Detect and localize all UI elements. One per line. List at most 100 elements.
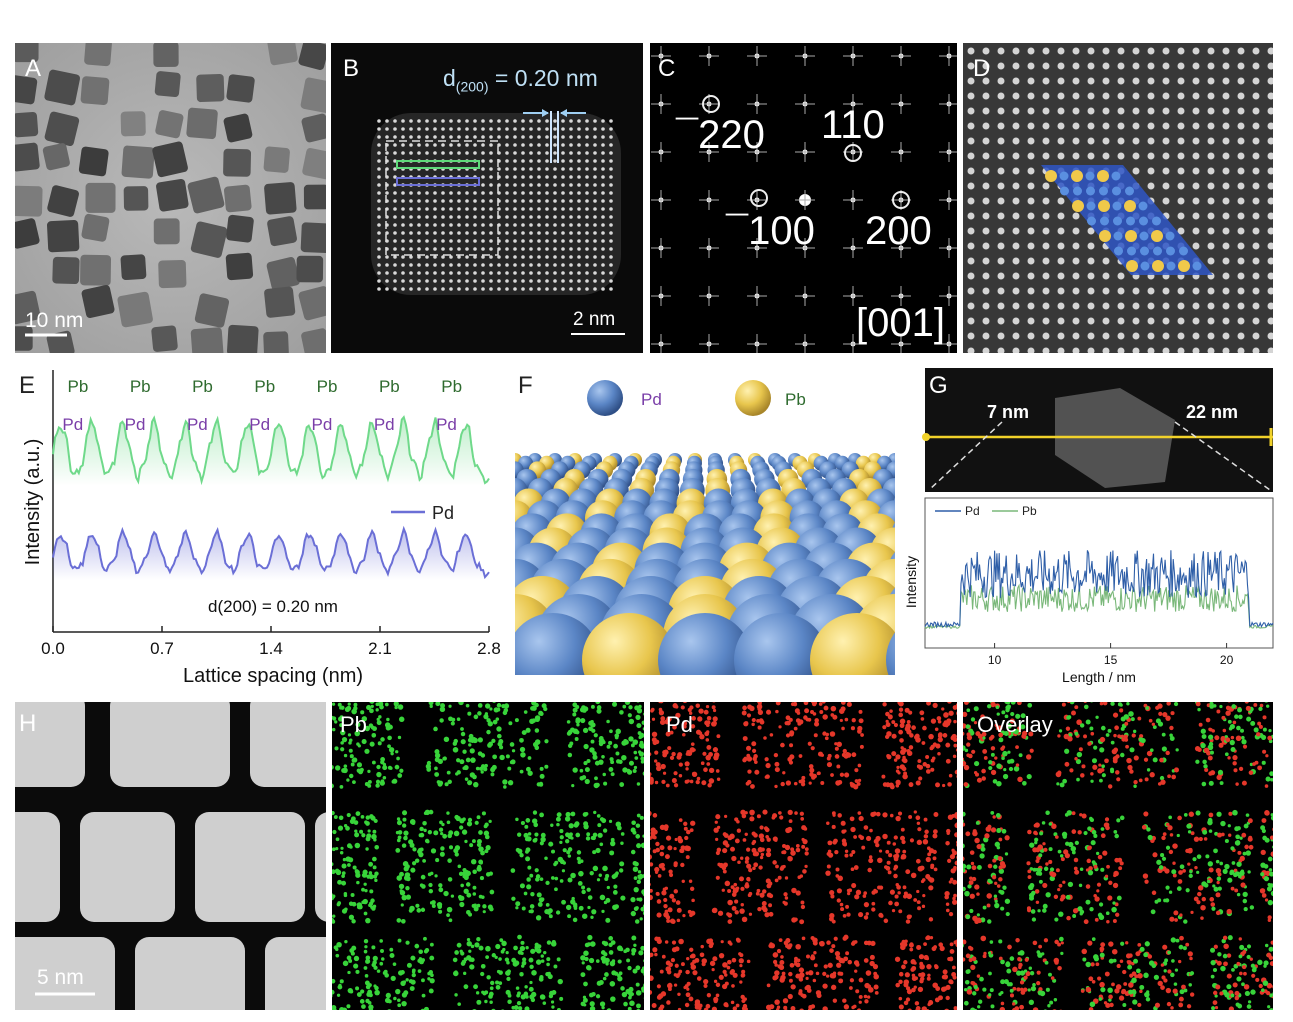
element-signal xyxy=(438,887,444,893)
element-signal xyxy=(438,883,443,888)
element-signal xyxy=(934,727,939,732)
atom-column xyxy=(1042,122,1050,130)
atom-column xyxy=(1072,47,1080,55)
element-signal xyxy=(772,952,779,958)
element-signal xyxy=(917,759,922,764)
element-signal xyxy=(639,743,644,749)
model-pd-atom xyxy=(1139,216,1148,226)
element-signal xyxy=(567,854,572,858)
atom-column xyxy=(1102,92,1110,100)
atom-column xyxy=(967,197,975,205)
element-signal xyxy=(651,717,656,721)
element-signal xyxy=(332,914,336,918)
element-signal xyxy=(467,817,473,823)
element-signal xyxy=(462,871,467,876)
element-signal xyxy=(922,839,929,845)
lattice-dot xyxy=(521,127,525,131)
panel-f-atoms: Pd Pb xyxy=(515,380,895,675)
lattice-dot xyxy=(417,199,421,203)
element-signal xyxy=(727,919,733,924)
element-signal xyxy=(853,784,859,790)
element-signal xyxy=(551,1005,555,1009)
lattice-dot xyxy=(489,167,493,171)
lattice-dot xyxy=(513,247,517,251)
element-signal xyxy=(498,970,503,975)
element-signal xyxy=(456,717,461,722)
element-signal xyxy=(790,850,796,856)
atom-column xyxy=(1177,182,1185,190)
element-signal xyxy=(779,815,784,820)
element-signal xyxy=(812,978,817,983)
panel-b-dashed-box xyxy=(385,140,499,256)
atom-column xyxy=(1042,212,1050,220)
panel-h-pb-image xyxy=(332,702,644,1010)
element-signal xyxy=(590,704,595,709)
element-signal xyxy=(582,997,588,1003)
lattice-dot xyxy=(489,231,493,235)
element-signal xyxy=(528,957,534,963)
atom-column xyxy=(1192,152,1200,160)
element-signal xyxy=(633,765,638,770)
atom-column xyxy=(1252,317,1260,325)
element-signal xyxy=(927,852,932,857)
element-signal xyxy=(803,702,809,706)
element-signal xyxy=(374,844,380,850)
atom-column xyxy=(1087,257,1095,265)
element-signal xyxy=(663,897,668,903)
element-signal xyxy=(556,812,562,818)
atom-column xyxy=(997,272,1005,280)
element-signal xyxy=(661,890,667,896)
element-signal xyxy=(715,837,719,842)
atom-column xyxy=(1087,92,1095,100)
element-signal xyxy=(340,846,344,850)
lattice-dot xyxy=(593,215,597,219)
element-signal xyxy=(730,885,735,890)
atom-column xyxy=(1207,227,1215,235)
element-signal xyxy=(587,905,591,910)
element-signal xyxy=(402,817,407,822)
lattice-dot xyxy=(473,119,477,123)
element-signal xyxy=(364,725,370,732)
atom-column xyxy=(1237,182,1245,190)
element-signal xyxy=(801,775,806,780)
element-signal xyxy=(380,737,385,742)
element-signal xyxy=(878,849,883,853)
lattice-dot xyxy=(489,255,493,259)
element-signal xyxy=(599,894,606,901)
element-signal xyxy=(574,737,579,741)
atom-column xyxy=(1207,302,1215,310)
element-signal xyxy=(369,708,374,714)
element-signal xyxy=(528,986,534,992)
panel-h-haadf-image xyxy=(15,702,326,1010)
lattice-dot xyxy=(489,279,493,283)
element-signal xyxy=(339,979,344,984)
lattice-dot xyxy=(601,119,605,123)
element-signal xyxy=(588,992,594,998)
element-signal xyxy=(572,702,578,708)
element-signal xyxy=(471,903,476,908)
atom-column xyxy=(1057,47,1065,55)
element-signal xyxy=(898,702,904,707)
lattice-dot xyxy=(417,215,421,219)
atom-column xyxy=(1117,62,1125,70)
atom-column xyxy=(1102,122,1110,130)
element-signal xyxy=(825,974,830,978)
model-pd-atom xyxy=(1085,171,1095,181)
element-signal xyxy=(798,754,803,758)
element-signal xyxy=(799,919,805,925)
atom-column xyxy=(1207,62,1215,70)
nanocube xyxy=(153,43,179,68)
element-signal xyxy=(599,1001,606,1007)
lattice-dot xyxy=(505,127,509,131)
lattice-dot xyxy=(529,263,533,267)
lattice-dot xyxy=(449,255,453,259)
atom-column xyxy=(1057,272,1065,280)
element-signal xyxy=(790,847,795,852)
lattice-dot xyxy=(545,151,549,155)
element-signal xyxy=(863,915,869,920)
element-signal xyxy=(682,732,686,737)
lattice-dot xyxy=(561,271,565,275)
atom-column xyxy=(1012,182,1020,190)
nanocube xyxy=(123,186,149,211)
element-signal xyxy=(925,856,931,863)
